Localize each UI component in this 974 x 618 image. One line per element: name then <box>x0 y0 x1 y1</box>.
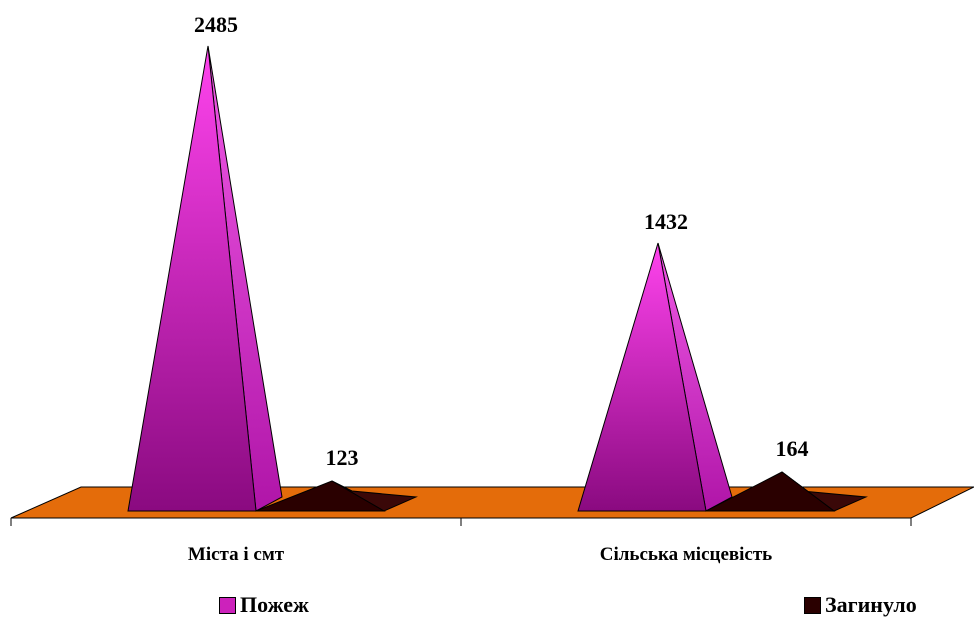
data-label-fires: 1432 <box>644 209 688 234</box>
data-label-deaths: 123 <box>326 445 359 470</box>
x-tick-label: Міста і смт <box>188 544 285 565</box>
legend-label-fires: Пожеж <box>240 592 309 617</box>
data-label-fires: 2485 <box>194 12 238 37</box>
bar-pyramid-deaths <box>255 480 418 512</box>
legend-swatch-fires <box>219 596 236 614</box>
bar-pyramid-deaths <box>705 471 868 512</box>
bar-pyramid-fires <box>577 242 733 512</box>
legend-swatch-deaths <box>804 596 821 614</box>
legend-item-deaths: Загинуло <box>804 592 917 617</box>
legend-label-deaths: Загинуло <box>825 592 917 617</box>
legend-item-fires: Пожеж <box>219 592 309 617</box>
x-tick-label: Сільська місцевість <box>600 544 772 565</box>
bar-pyramid-fires <box>127 45 283 512</box>
data-label-deaths: 164 <box>776 436 809 461</box>
